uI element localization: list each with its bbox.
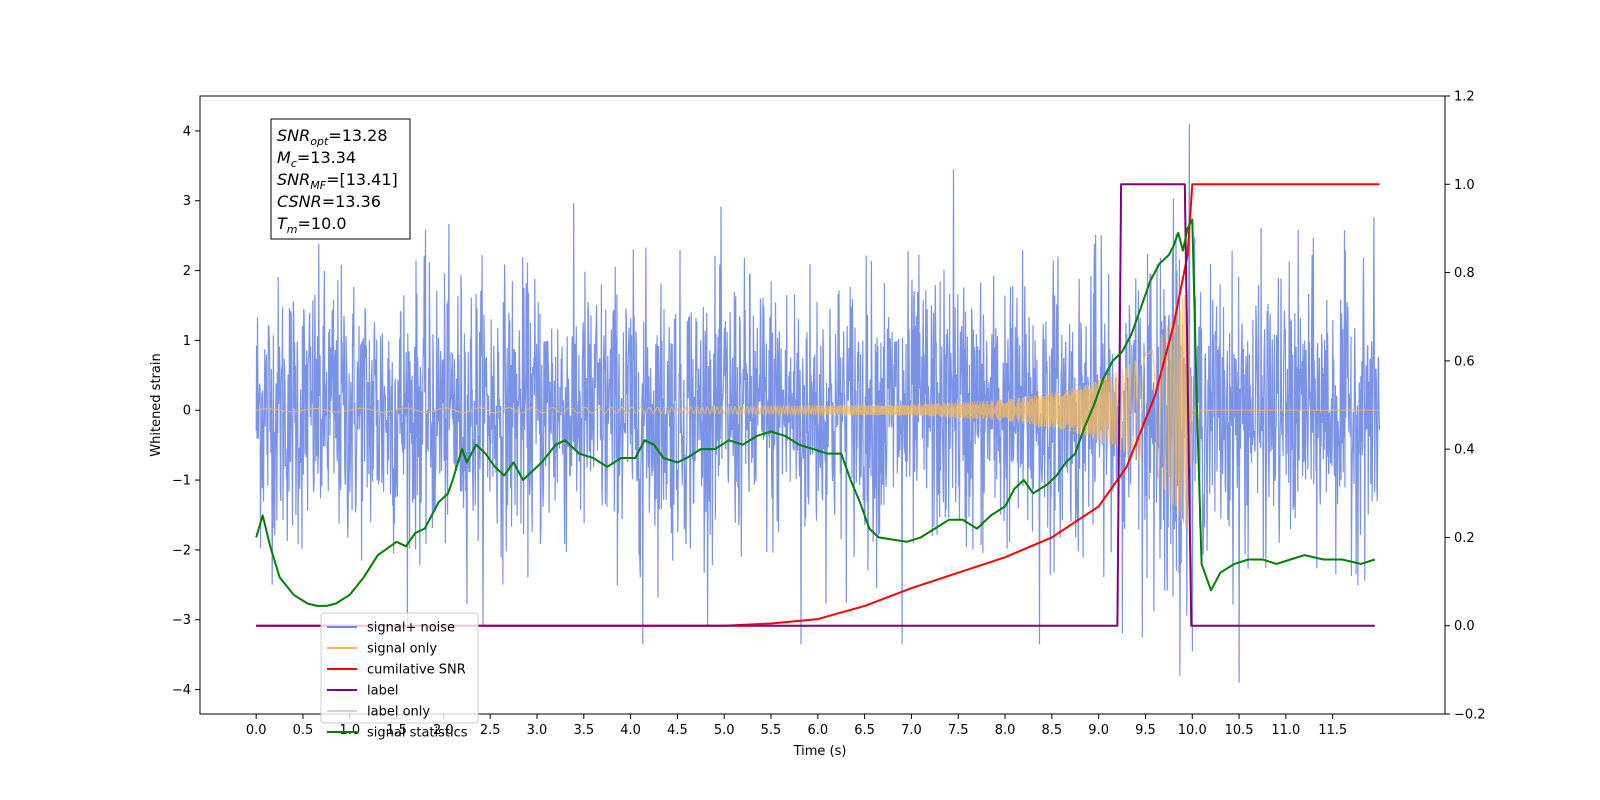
- x-tick-label: 7.5: [948, 723, 969, 738]
- x-axis-label: Time (s): [793, 744, 847, 759]
- x-tick-label: 3.0: [527, 723, 548, 738]
- x-tick-label: 10.5: [1225, 723, 1254, 738]
- x-tick-label: 11.5: [1318, 723, 1347, 738]
- y-axis-label: Whitened strain: [149, 353, 164, 456]
- y-tick-label: −3: [172, 613, 191, 628]
- legend-label: label: [367, 684, 398, 699]
- y-tick-label: 3: [183, 194, 191, 209]
- plot-frame: [199, 95, 1446, 715]
- signal-statistics-line: [255, 218, 1376, 607]
- x-tick-label: 6.0: [807, 723, 828, 738]
- legend-frame: [320, 612, 479, 724]
- y2-tick-label: 0.0: [1454, 619, 1475, 634]
- x-tick-label: 9.5: [1135, 723, 1156, 738]
- x-tick-label: 7.0: [901, 723, 922, 738]
- legend-label: signal+ noise: [367, 621, 455, 636]
- x-tick-label: 5.5: [761, 723, 782, 738]
- y-axis-right: 1.2 1.0 0.8 0.6 0.4 0.2 0.0 −0.2: [1445, 90, 1486, 723]
- y2-tick-label: −0.2: [1454, 708, 1486, 723]
- info-row: Mc=13.34: [277, 148, 356, 170]
- x-tick-label: 8.0: [995, 723, 1016, 738]
- x-tick-label: 0.0: [246, 723, 267, 738]
- x-tick-label: 0.5: [293, 723, 314, 738]
- legend-label: signal statistics: [367, 726, 468, 741]
- y-tick-label: −1: [172, 474, 191, 489]
- x-tick-label: 10.0: [1178, 723, 1207, 738]
- signal-statistics-series: [255, 218, 1376, 607]
- x-tick-label: 1.5: [386, 723, 407, 738]
- y-axis-left: 4 3 2 1 0 −1 −2 −3 −4: [172, 124, 200, 698]
- y-tick-label: −2: [172, 543, 191, 558]
- signal-only-line: [256, 290, 1380, 530]
- info-row: Tm=10.0: [277, 214, 347, 236]
- x-tick-label: 1.0: [339, 723, 360, 738]
- x-tick-label: 11.0: [1271, 723, 1300, 738]
- plot-area: [255, 123, 1381, 683]
- signal-noise-line: [255, 123, 1381, 683]
- cumulative-snr-line: [256, 183, 1380, 627]
- legend-label: cumilative SNR: [367, 663, 466, 678]
- legend-label: label only: [367, 705, 430, 720]
- info-row: CSNR=13.36: [277, 192, 381, 211]
- label-series: [256, 183, 1375, 627]
- signal-noise-series: [255, 123, 1381, 683]
- cumulative-snr-series: [256, 183, 1380, 627]
- x-tick-label: 9.0: [1088, 723, 1109, 738]
- x-tick-label: 2.0: [433, 723, 454, 738]
- x-tick-label: 6.5: [854, 723, 875, 738]
- legend: signal+ noise signal only cumilative SNR la…: [320, 612, 479, 741]
- y-tick-label: 1: [183, 334, 191, 349]
- y2-tick-label: 0.2: [1454, 531, 1475, 546]
- y2-tick-label: 1.0: [1454, 178, 1475, 193]
- y2-tick-label: 1.2: [1454, 90, 1475, 105]
- label-line: [256, 183, 1375, 627]
- x-tick-label: 5.0: [714, 723, 735, 738]
- info-row: SNRopt=13.28: [277, 126, 388, 148]
- y-tick-label: 0: [183, 404, 191, 419]
- info-box: SNRopt=13.28Mc=13.34SNRMF=[13.41]CSNR=13…: [270, 118, 411, 240]
- x-tick-label: 8.5: [1041, 723, 1062, 738]
- info-row: SNRMF=[13.41]: [277, 170, 398, 192]
- x-tick-label: 3.5: [573, 723, 594, 738]
- y2-tick-label: 0.4: [1454, 443, 1475, 458]
- x-tick-label: 4.5: [667, 723, 688, 738]
- y2-tick-label: 0.8: [1454, 266, 1475, 281]
- y2-tick-label: 0.6: [1454, 354, 1475, 369]
- info-box-frame: [270, 118, 411, 240]
- legend-label: signal only: [367, 642, 437, 657]
- y-tick-label: 2: [183, 264, 191, 279]
- x-axis: 0.0 0.5 1.0 1.5 2.0 2.5 3.0 3.5 4.0 4.5 5.0 5.5 6.0 6…: [246, 714, 1347, 738]
- x-tick-label: 4.0: [620, 723, 641, 738]
- signal-only-series: [256, 290, 1380, 530]
- x-tick-label: 2.5: [480, 723, 501, 738]
- y-tick-label: −4: [172, 683, 191, 698]
- y-tick-label: 4: [183, 124, 191, 139]
